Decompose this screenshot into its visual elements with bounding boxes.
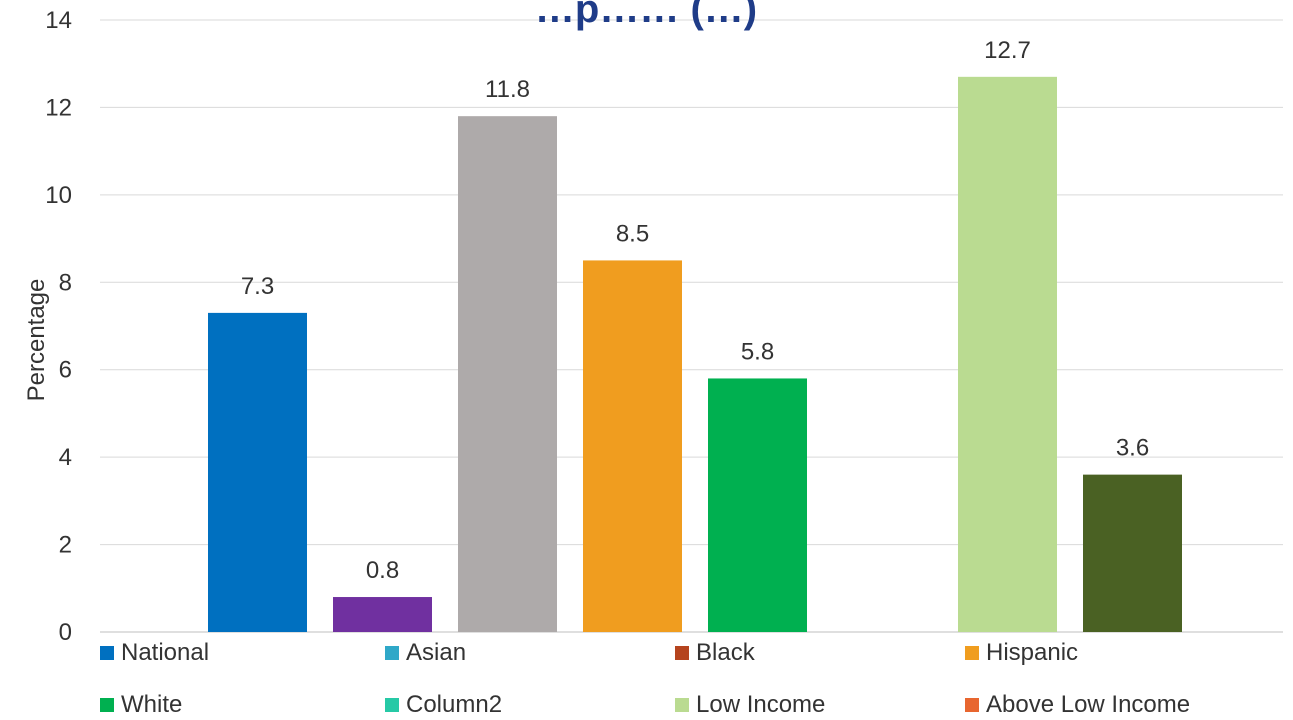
- legend-swatch-icon: [675, 646, 689, 660]
- legend-swatch-icon: [965, 646, 979, 660]
- bar: [208, 312, 307, 632]
- legend-item: Above Low Income: [965, 690, 1265, 720]
- y-tick-label: 12: [45, 94, 72, 121]
- legend-label: Black: [696, 639, 755, 666]
- legend-swatch-icon: [100, 646, 114, 660]
- legend-item: White: [100, 690, 385, 720]
- legend-item: National: [100, 638, 385, 668]
- legend-label: Low Income: [696, 691, 826, 718]
- legend-label: National: [121, 639, 210, 666]
- y-tick-label: 8: [59, 269, 72, 296]
- legend-swatch-icon: [100, 698, 114, 712]
- data-label: 12.7: [984, 37, 1031, 64]
- y-tick-label: 14: [45, 7, 72, 34]
- legend-item: Hispanic: [965, 638, 1265, 668]
- legend: National Asian Black Hispanic White Colu…: [100, 638, 1280, 720]
- bar: [708, 378, 807, 632]
- chart-title: …p…… (…): [535, 0, 757, 31]
- legend-swatch-icon: [675, 698, 689, 712]
- legend-item: Asian: [385, 638, 675, 668]
- bar: [333, 597, 432, 632]
- legend-item: Black: [675, 638, 965, 668]
- legend-swatch-icon: [385, 698, 399, 712]
- data-label: 8.5: [616, 220, 649, 247]
- y-tick-label: 6: [59, 357, 72, 384]
- legend-item: Column2: [385, 690, 675, 720]
- bar: [1083, 474, 1182, 632]
- data-label: 11.8: [485, 76, 530, 103]
- bar: [958, 76, 1057, 633]
- legend-label: White: [121, 691, 183, 718]
- data-label: 0.8: [366, 557, 399, 584]
- data-label: 5.8: [741, 338, 774, 365]
- bar: [583, 260, 682, 632]
- legend-label: Asian: [406, 639, 467, 666]
- legend-label: Hispanic: [986, 639, 1079, 666]
- y-axis-label: Percentage: [23, 279, 50, 402]
- legend-label: Column2: [406, 691, 503, 718]
- y-axis-ticks: 0 2 4 6 8 10 12 14: [45, 7, 72, 646]
- y-tick-label: 4: [59, 444, 72, 471]
- y-tick-label: 2: [59, 532, 72, 559]
- legend-label: Above Low Income: [986, 691, 1191, 718]
- legend-item: Low Income: [675, 690, 965, 720]
- y-tick-label: 0: [59, 619, 72, 646]
- bars: [208, 76, 1182, 633]
- data-label: 3.6: [1116, 435, 1149, 462]
- data-labels: 7.3 0.8 11.8 8.5 5.8 12.7 3.6: [241, 37, 1149, 584]
- data-label: 7.3: [241, 273, 274, 300]
- bar: [458, 116, 557, 632]
- y-tick-label: 10: [45, 182, 72, 209]
- legend-swatch-icon: [385, 646, 399, 660]
- legend-swatch-icon: [965, 698, 979, 712]
